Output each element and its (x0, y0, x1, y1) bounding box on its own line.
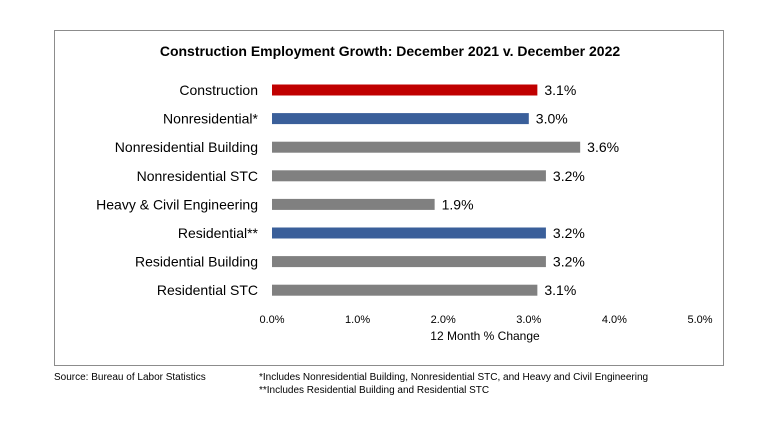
category-label: Residential** (178, 225, 259, 241)
value-label: 3.0% (536, 111, 568, 127)
footnote-nonresidential: *Includes Nonresidential Building, Nonre… (259, 372, 649, 383)
bars (272, 84, 581, 296)
category-label: Construction (179, 82, 258, 98)
bar (272, 84, 538, 96)
x-tick-label: 0.0% (259, 314, 284, 326)
source-note: Source: Bureau of Labor Statistics (54, 372, 206, 383)
value-labels: 3.1%3.0%3.6%3.2%1.9%3.2%3.2%3.1% (442, 82, 619, 298)
category-labels: Construction Nonresidential* Nonresidentia… (96, 82, 258, 298)
value-label: 3.1% (544, 282, 576, 298)
footnote-residential: **Includes Residential Building and Resi… (259, 385, 490, 396)
bar (272, 113, 529, 125)
x-tick-label: 5.0% (687, 314, 712, 326)
x-tick-label: 1.0% (345, 314, 370, 326)
x-tick-label: 3.0% (516, 314, 541, 326)
bar (272, 141, 581, 153)
bar (272, 256, 546, 268)
category-label: Nonresidential Building (115, 139, 258, 155)
bar (272, 198, 435, 210)
category-label: Residential Building (135, 254, 258, 270)
value-label: 3.2% (553, 254, 585, 270)
bar (272, 227, 546, 239)
x-tick-label: 4.0% (602, 314, 627, 326)
value-label: 3.6% (587, 139, 619, 155)
x-axis-ticks: 0.0% 1.0% 2.0% 3.0% 4.0% 5.0% (259, 314, 712, 326)
value-label: 3.2% (553, 168, 585, 184)
bar (272, 284, 538, 296)
category-label: Heavy & Civil Engineering (96, 196, 258, 212)
x-axis-label: 12 Month % Change (430, 329, 540, 343)
category-label: Nonresidential STC (137, 168, 258, 184)
category-label: Nonresidential* (163, 111, 258, 127)
category-label: Residential STC (157, 282, 258, 298)
chart-frame: Construction Employment Growth: December… (54, 30, 724, 366)
value-label: 1.9% (442, 196, 474, 212)
value-label: 3.1% (544, 82, 576, 98)
bar (272, 170, 546, 182)
x-tick-label: 2.0% (431, 314, 456, 326)
chart-title: Construction Employment Growth: December… (160, 43, 621, 59)
value-label: 3.2% (553, 225, 585, 241)
bar-chart: Construction Employment Growth: December… (96, 43, 713, 343)
